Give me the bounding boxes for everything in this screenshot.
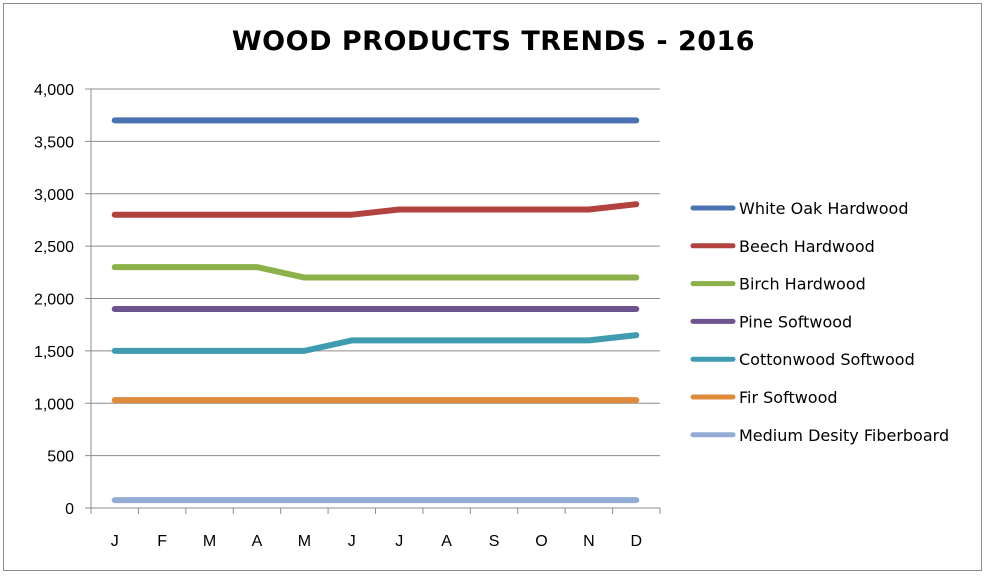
series-lines xyxy=(111,117,640,504)
legend-label: Pine Softwood xyxy=(739,312,852,331)
x-tick-label: D xyxy=(631,533,643,550)
y-tick-label: 1,000 xyxy=(34,396,74,413)
y-tick-label: 0 xyxy=(65,501,74,518)
legend-label: White Oak Hardwood xyxy=(739,199,908,218)
axes xyxy=(85,88,661,514)
y-tick-label: 500 xyxy=(47,449,74,466)
y-tick-label: 3,500 xyxy=(34,134,74,151)
legend-label: Birch Hardwood xyxy=(739,275,866,294)
x-tick-label: J xyxy=(111,533,119,550)
legend-label: Beech Hardwood xyxy=(739,237,875,256)
legend-label: Cottonwood Softwood xyxy=(739,350,915,369)
x-tick-label: S xyxy=(489,533,500,550)
y-tick-label: 2,500 xyxy=(34,239,74,256)
grid-lines xyxy=(91,88,660,457)
x-tick-label: A xyxy=(441,533,452,550)
legend: White Oak Hardwood Beech Hardwood Birch Ha… xyxy=(690,199,949,445)
legend-label: Medium Desity Fiberboard xyxy=(739,426,949,445)
y-tick-label: 4,000 xyxy=(34,82,74,99)
x-tick-label: M xyxy=(298,533,311,550)
x-tick-label: O xyxy=(535,533,547,550)
y-tick-labels: 0 500 1,000 1,500 2,000 2,500 3,000 3,500 4,000 xyxy=(34,82,74,518)
y-tick-label: 1,500 xyxy=(34,344,74,361)
series-line-2 xyxy=(111,201,640,218)
legend-label: Fir Softwood xyxy=(739,388,838,407)
x-tick-label: J xyxy=(348,533,356,550)
y-tick-label: 3,000 xyxy=(34,187,74,204)
x-tick-label: F xyxy=(157,533,167,550)
chart-title: WOOD PRODUCTS TRENDS - 2016 xyxy=(231,26,756,57)
series-line-3 xyxy=(111,264,640,281)
x-tick-label: M xyxy=(203,533,216,550)
chart-frame xyxy=(3,3,982,571)
series-line-5 xyxy=(111,332,640,354)
y-tick-label: 2,000 xyxy=(34,292,74,309)
x-tick-label: N xyxy=(583,533,595,550)
x-tick-label: A xyxy=(252,533,263,550)
x-tick-label: J xyxy=(395,533,403,550)
